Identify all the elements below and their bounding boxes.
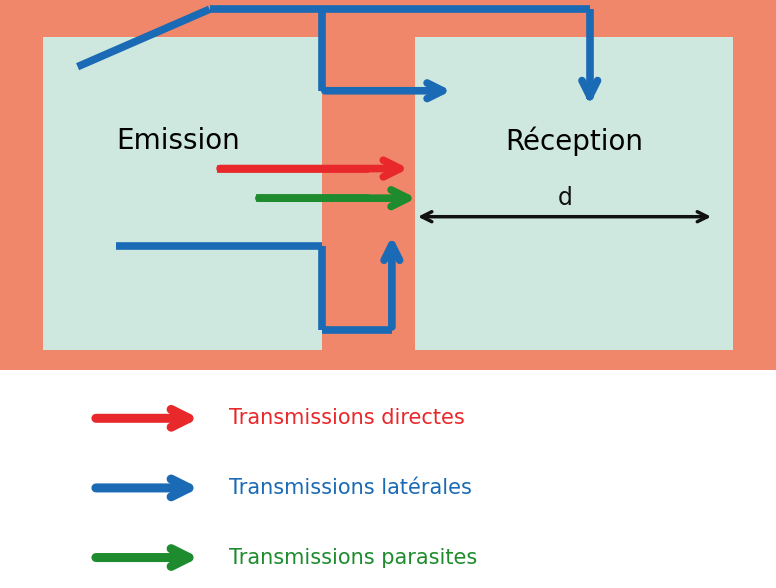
Text: Réception: Réception bbox=[505, 126, 643, 155]
Text: d: d bbox=[557, 186, 573, 210]
Text: Transmissions directes: Transmissions directes bbox=[229, 408, 465, 428]
Bar bbox=[43, 37, 733, 350]
Bar bbox=[322, 0, 415, 370]
Text: Emission: Emission bbox=[116, 127, 241, 155]
Text: Transmissions parasites: Transmissions parasites bbox=[229, 547, 477, 567]
Text: Transmissions latérales: Transmissions latérales bbox=[229, 478, 472, 498]
